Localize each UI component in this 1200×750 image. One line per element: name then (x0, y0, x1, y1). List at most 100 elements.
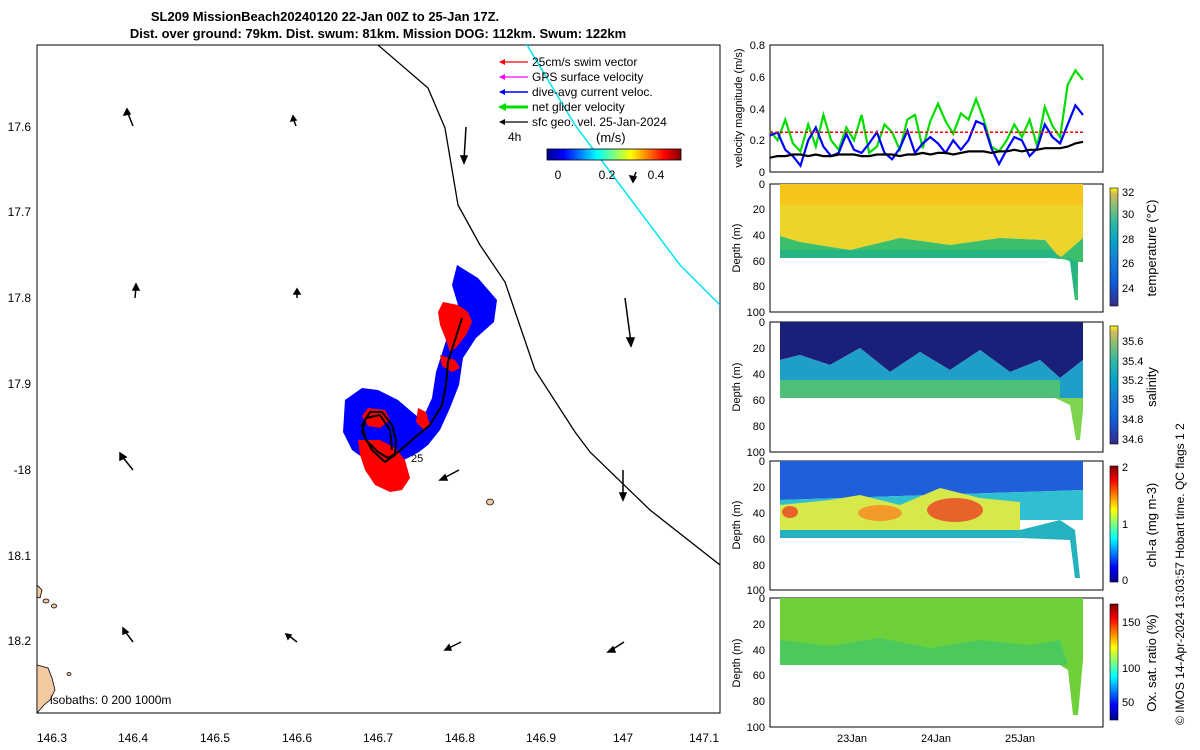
temperature-cbar-tick: 32 (1122, 187, 1134, 199)
chla-ylabel: Depth (m) (731, 501, 743, 550)
land-mass (37, 664, 56, 713)
track-end-label: 25 (411, 453, 423, 465)
chla-field-deep (780, 520, 1080, 578)
map-y-tick: 17.9 (8, 377, 32, 391)
map-y-ticks: 17.6 17.7 17.8 17.9 -18 18.1 18.2 (8, 120, 32, 648)
oxygen-cbar-tick: 150 (1122, 617, 1140, 629)
salinity-cbar-tick: 34.8 (1122, 414, 1143, 426)
legend-label: 25cm/s swim vector (532, 55, 637, 69)
chla-colorbar (1109, 465, 1119, 583)
legend-item-sfc-geo: sfc geo. vel. 25-Jan-2024 (499, 115, 667, 129)
chla-y-tick: 80 (753, 560, 765, 572)
salinity-cbar-label: salinity (1144, 367, 1159, 407)
salinity-cbar-tick: 35.6 (1122, 336, 1143, 348)
chla-y-tick: 40 (753, 508, 765, 520)
island (486, 498, 494, 506)
temperature-cbar-label: temperature (°C) (1144, 200, 1159, 297)
salinity-y-tick: 0 (759, 317, 765, 329)
salinity-y-tick: 100 (747, 447, 765, 459)
temperature-cbar-tick: 28 (1122, 234, 1134, 246)
isobath-label: isobaths: 0 200 1000m (50, 693, 171, 707)
temperature-cbar-tick: 26 (1122, 258, 1134, 270)
chla-cbar-tick: 2 (1122, 462, 1128, 474)
legend-item-net-velocity: net glider velocity (498, 100, 625, 114)
oxygen-ylabel: Depth (m) (731, 639, 743, 688)
legend-label: sfc geo. vel. 25-Jan-2024 (532, 115, 667, 129)
velocity-lines (769, 68, 1084, 169)
salinity-cbar-tick: 34.6 (1122, 434, 1143, 446)
salinity-y-tick: 20 (753, 343, 765, 355)
velocity-series-1 (769, 103, 1084, 169)
sfc-geo-arrows (119, 107, 638, 653)
temperature-cbar-tick: 24 (1122, 283, 1134, 295)
oxygen-cbar-label: Ox. sat. ratio (%) (1144, 614, 1159, 712)
chla-y-tick: 60 (753, 534, 765, 546)
chla-peak (927, 498, 983, 522)
oxygen-y-tick: 20 (753, 619, 765, 631)
velocity-series-2 (769, 140, 1084, 159)
salinity-ylabel: Depth (m) (731, 363, 743, 412)
chla-y-tick: 100 (747, 585, 765, 597)
map-x-tick: 146.7 (363, 731, 393, 745)
time-step-label: 4h (508, 130, 521, 144)
map-y-tick: 17.8 (8, 291, 32, 305)
map-x-tick: 146.9 (526, 731, 556, 745)
map-x-tick: 146.5 (200, 731, 230, 745)
temperature-y-tick: 40 (753, 230, 765, 242)
velocity-y-tick: 0.8 (750, 40, 765, 52)
chla-peak (858, 505, 902, 521)
chla-cbar-tick: 0 (1122, 575, 1128, 587)
velocity-y-tick: 0.2 (750, 135, 765, 147)
oxygen-colorbar (1109, 603, 1119, 721)
salinity-colorbar (1109, 325, 1119, 445)
temperature-colorbar (1109, 187, 1119, 307)
swim-vector-cluster (440, 355, 460, 372)
salinity-cbar-tick: 35.2 (1122, 375, 1143, 387)
velocity-ylabel: velocity magnitude (m/s) (733, 48, 745, 167)
map-y-tick: 18.2 (8, 634, 32, 648)
map-axes-frame (36, 44, 721, 714)
temperature-field-mid (780, 205, 1083, 258)
map-x-tick: 146.8 (445, 731, 475, 745)
velocity-panel: 0 0.2 0.4 0.6 0.8 velocity magnitude (m/… (733, 40, 1104, 179)
salinity-y-tick: 80 (753, 421, 765, 433)
colorbar-unit: (m/s) (596, 130, 626, 145)
velocity-series-0 (769, 68, 1084, 155)
isobath-line (377, 45, 720, 566)
salinity-panel: 0 20 40 60 80 100 34.6 34.8 35 35.2 35.4… (731, 317, 1159, 459)
map-y-tick: 18.1 (8, 549, 32, 563)
chla-cbar-label: chl-a (mg m-3) (1144, 483, 1159, 568)
temperature-cbar-tick: 30 (1122, 209, 1134, 221)
title-line-1: SL209 MissionBeach20240120 22-Jan 00Z to… (151, 9, 499, 24)
map-x-tick: 146.3 (37, 731, 67, 745)
map-y-tick: 17.6 (8, 120, 32, 134)
chla-peak (782, 506, 798, 518)
map-x-tick: 146.6 (282, 731, 312, 745)
oxygen-panel: 0 20 40 60 80 100 50 100 150 23Jan 24Jan… (731, 593, 1159, 745)
chla-y-tick: 0 (759, 456, 765, 468)
chla-cbar-tick: 1 (1122, 519, 1128, 531)
map-panel: 25 isobaths: 0 200 1000m 25cm/s swim vec… (8, 44, 721, 745)
temperature-field-warm (780, 184, 1083, 205)
island (51, 603, 57, 609)
oxygen-y-tick: 100 (747, 722, 765, 734)
map-x-tick: 147 (613, 731, 633, 745)
velocity-y-tick: 0.6 (750, 72, 765, 84)
speed-colorbar (546, 148, 682, 161)
legend-label: dive-avg current veloc. (532, 85, 653, 99)
temperature-y-tick: 20 (753, 204, 765, 216)
legend-item-gps-surface: GPS surface velocity (499, 70, 643, 84)
oxygen-cbar-tick: 50 (1122, 697, 1134, 709)
velocity-y-tick: 0 (759, 167, 765, 179)
date-x-tick: 25Jan (1005, 733, 1035, 745)
oxygen-y-tick: 40 (753, 645, 765, 657)
colorbar-tick: 0.4 (648, 168, 665, 182)
salinity-cbar-tick: 35.4 (1122, 356, 1143, 368)
chla-panel: 0 20 40 60 80 100 0 1 2 Depth (m) chl-a … (731, 456, 1159, 597)
island (42, 598, 50, 604)
temperature-y-tick: 0 (759, 179, 765, 191)
map-y-tick: 17.7 (8, 205, 32, 219)
map-x-tick: 147.1 (689, 731, 719, 745)
temperature-y-tick: 80 (753, 281, 765, 293)
map-x-tick: 146.4 (118, 731, 148, 745)
